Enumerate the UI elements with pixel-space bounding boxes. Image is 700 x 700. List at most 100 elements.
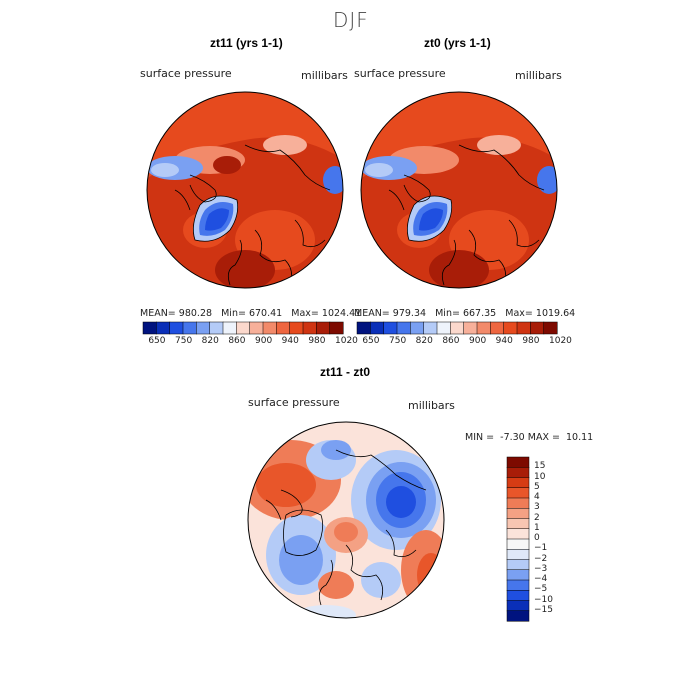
colorbar-tick-label: 5 <box>534 481 540 492</box>
panel-3-variable-label: surface pressure <box>248 396 340 409</box>
colorbar-swatch <box>289 321 304 335</box>
colorbar-swatch <box>506 610 530 622</box>
colorbar-swatch <box>530 321 545 335</box>
colorbar-swatch <box>503 321 518 335</box>
panel-3-polar-map <box>247 421 445 619</box>
colorbar-swatch <box>410 321 425 335</box>
colorbar-swatch <box>506 518 530 530</box>
panel-2-colorbar-ticks: 650 750 820 860 900 940 980 1020 <box>357 336 572 348</box>
colorbar-swatch <box>516 321 531 335</box>
colorbar-tick-label: 2 <box>534 512 540 523</box>
colorbar-swatch <box>506 497 530 509</box>
colorbar-tick-label: 650 <box>362 336 380 346</box>
colorbar-swatch <box>196 321 211 335</box>
panel-3-stats: MIN = -7.30 MAX = 10.11 <box>465 432 593 443</box>
panel-2-min-label: Min= <box>435 308 460 319</box>
colorbar-tick-label: 1020 <box>335 336 358 346</box>
colorbar-swatch <box>396 321 411 335</box>
panel-1-min-value: 670.41 <box>248 308 283 319</box>
panel-3-min-label: MIN = <box>465 432 495 443</box>
colorbar-tick-label: 750 <box>389 336 407 346</box>
colorbar-swatch <box>383 321 398 335</box>
panel-2-mean-value: 979.34 <box>392 308 427 319</box>
colorbar-swatch <box>490 321 505 335</box>
colorbar-tick-label: 900 <box>255 336 273 346</box>
colorbar-swatch <box>506 487 530 499</box>
panel-1-colorbar <box>142 321 344 335</box>
colorbar-tick-label: 940 <box>281 336 299 346</box>
panel-3-difference-field <box>248 422 444 618</box>
panel-1-max-value: 1024.41 <box>321 308 362 319</box>
colorbar-swatch <box>370 321 385 335</box>
colorbar-swatch <box>222 321 237 335</box>
panel-1-title: zt11 (yrs 1-1) <box>210 36 283 50</box>
colorbar-swatch <box>506 549 530 561</box>
colorbar-tick-label: 940 <box>495 336 513 346</box>
colorbar-swatch <box>423 321 438 335</box>
colorbar-tick-label: 820 <box>201 336 219 346</box>
colorbar-tick-label: 820 <box>415 336 433 346</box>
colorbar-tick-label: 4 <box>534 492 540 502</box>
panel-2-coastlines <box>388 144 545 286</box>
colorbar-tick-label: 10 <box>534 471 546 482</box>
colorbar-swatch <box>506 467 530 479</box>
colorbar-tick-label: 3 <box>534 502 540 513</box>
panel-3-colorbar-ticks: 15 10 5 4 3 2 1 0 −1 −2 −3 −4 −5 −10 −15 <box>534 457 574 621</box>
panel-3-min-value: -7.30 <box>500 432 525 443</box>
colorbar-tick-label: 0 <box>534 533 540 543</box>
colorbar-tick-label: −10 <box>534 594 553 605</box>
colorbar-swatch <box>316 321 331 335</box>
colorbar-swatch <box>506 590 530 602</box>
colorbar-swatch <box>236 321 251 335</box>
panel-2-max-value: 1019.64 <box>535 308 576 319</box>
colorbar-tick-label: 15 <box>534 461 546 472</box>
colorbar-tick-label: −1 <box>534 543 548 554</box>
panel-1-min-label: Min= <box>221 308 246 319</box>
panel-2-stats: MEAN= 979.34 Min= 667.35 Max= 1019.64 <box>354 308 575 319</box>
panel-2-mean-label: MEAN= <box>354 308 390 319</box>
colorbar-swatch <box>262 321 277 335</box>
panel-2-polar-map <box>360 91 558 289</box>
colorbar-swatch <box>142 321 157 335</box>
panel-1-stats: MEAN= 980.28 Min= 670.41 Max= 1024.41 <box>140 308 361 319</box>
colorbar-tick-label: −2 <box>534 553 548 564</box>
colorbar-swatch <box>450 321 465 335</box>
panel-1-pressure-field <box>147 92 343 288</box>
panel-1-variable-label: surface pressure <box>140 67 232 80</box>
colorbar-tick-label: −4 <box>534 574 548 584</box>
panel-2-variable-label: surface pressure <box>354 67 446 80</box>
colorbar-tick-label: 860 <box>228 336 246 346</box>
colorbar-swatch <box>276 321 291 335</box>
colorbar-swatch <box>329 321 344 335</box>
panel-1-mean-value: 980.28 <box>178 308 213 319</box>
colorbar-tick-label: 980 <box>308 336 326 346</box>
colorbar-tick-label: 980 <box>522 336 540 346</box>
colorbar-swatch <box>476 321 491 335</box>
colorbar-swatch <box>506 559 530 571</box>
panel-3-units-label: millibars <box>408 399 455 412</box>
colorbar-swatch <box>506 456 530 468</box>
colorbar-swatch <box>463 321 478 335</box>
colorbar-swatch <box>506 579 530 591</box>
colorbar-swatch <box>506 538 530 550</box>
colorbar-swatch <box>506 528 530 540</box>
colorbar-tick-label: 860 <box>442 336 460 346</box>
colorbar-tick-label: −5 <box>534 584 548 595</box>
colorbar-swatch <box>182 321 197 335</box>
colorbar-swatch <box>506 600 530 612</box>
colorbar-swatch <box>156 321 171 335</box>
colorbar-swatch <box>302 321 317 335</box>
panel-2-max-label: Max= <box>505 308 533 319</box>
colorbar-swatch <box>506 477 530 489</box>
panel-2-min-value: 667.35 <box>462 308 497 319</box>
panel-1-mean-label: MEAN= <box>140 308 176 319</box>
panel-2-pressure-field <box>361 92 557 288</box>
colorbar-tick-label: −3 <box>534 563 548 574</box>
panel-2-colorbar <box>356 321 558 335</box>
colorbar-tick-label: −15 <box>534 604 553 615</box>
panel-2-units-label: millibars <box>515 69 562 82</box>
colorbar-swatch <box>169 321 184 335</box>
panel-2-title: zt0 (yrs 1-1) <box>424 36 491 50</box>
panel-1-units-label: millibars <box>301 69 348 82</box>
panel-1-coastlines <box>174 144 331 286</box>
